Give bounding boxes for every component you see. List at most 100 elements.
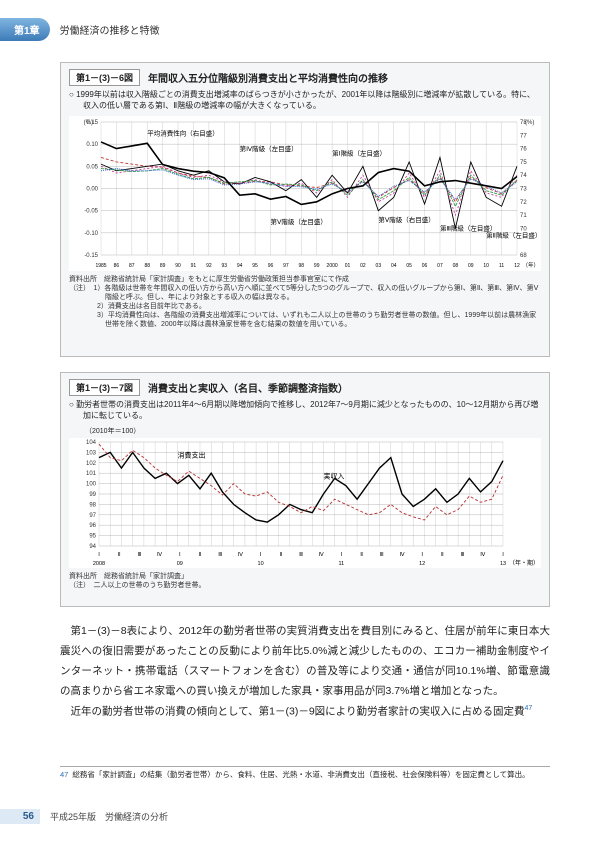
figure-note: 1999年以前は収入階級ごとの消費支出増減率のばらつきが小さかったが、2001年…: [83, 90, 541, 112]
svg-text:Ⅲ: Ⅲ: [218, 552, 222, 558]
svg-text:0.00: 0.00: [86, 186, 98, 192]
svg-text:71: 71: [520, 213, 527, 219]
svg-text:0.05: 0.05: [86, 164, 98, 170]
svg-text:（年）: （年）: [522, 261, 539, 269]
svg-text:07: 07: [437, 263, 443, 269]
svg-text:104: 104: [86, 440, 97, 446]
svg-text:第Ⅴ階級（左目盛）: 第Ⅴ階級（左目盛）: [270, 217, 326, 226]
svg-text:(%): (%): [525, 120, 534, 126]
svg-text:11: 11: [499, 263, 504, 269]
unit-label: （2010年＝100）: [85, 426, 541, 436]
svg-text:1985: 1985: [95, 263, 106, 269]
svg-text:98: 98: [89, 502, 96, 508]
svg-text:92: 92: [206, 263, 212, 269]
svg-text:Ⅳ: Ⅳ: [157, 552, 163, 558]
svg-text:（年・期）: （年・期）: [509, 559, 539, 567]
svg-text:Ⅳ: Ⅳ: [480, 552, 486, 558]
svg-text:88: 88: [144, 263, 150, 269]
svg-text:06: 06: [422, 263, 428, 269]
svg-text:87: 87: [129, 263, 135, 269]
svg-text:第Ⅳ階級（左目盛）: 第Ⅳ階級（左目盛）: [240, 143, 298, 152]
chart-1-footnotes: 資料出所 総務省統計局「家計調査」をもとに厚生労働省労働政策担当参事官室にて作成…: [69, 275, 541, 330]
svg-text:Ⅱ: Ⅱ: [118, 552, 121, 558]
svg-text:11: 11: [339, 561, 345, 567]
svg-text:97: 97: [283, 263, 289, 269]
svg-text:Ⅲ: Ⅲ: [461, 552, 465, 558]
svg-text:09: 09: [177, 561, 183, 567]
svg-text:第Ⅴ階級（右目盛）: 第Ⅴ階級（右目盛）: [378, 214, 434, 223]
figure-title: 消費支出と実収入（名目、季節調整済指数）: [148, 379, 348, 395]
svg-text:04: 04: [391, 263, 397, 269]
svg-text:12: 12: [419, 561, 425, 567]
svg-text:02: 02: [360, 263, 366, 269]
svg-text:Ⅰ: Ⅰ: [341, 552, 343, 558]
svg-text:01: 01: [345, 263, 351, 269]
svg-text:Ⅱ: Ⅱ: [441, 552, 444, 558]
svg-text:Ⅱ: Ⅱ: [199, 552, 202, 558]
svg-text:72: 72: [520, 199, 527, 205]
header-title: 労働経済の推移と特徴: [60, 22, 160, 37]
svg-text:-0.05: -0.05: [84, 208, 98, 214]
svg-text:10: 10: [483, 263, 489, 269]
svg-text:Ⅳ: Ⅳ: [238, 552, 244, 558]
svg-text:Ⅱ: Ⅱ: [360, 552, 363, 558]
svg-text:103: 103: [86, 450, 97, 456]
svg-text:08: 08: [453, 263, 459, 269]
svg-text:68: 68: [520, 253, 527, 259]
svg-text:03: 03: [376, 263, 382, 269]
svg-text:13: 13: [500, 561, 506, 567]
svg-text:09: 09: [468, 263, 474, 269]
svg-text:Ⅲ: Ⅲ: [138, 552, 142, 558]
svg-text:2008: 2008: [93, 561, 105, 567]
svg-text:77: 77: [520, 133, 527, 139]
figure-note: 勤労者世帯の消費支出は2011年4～6月期以降増加傾向で推移し、2012年7～9…: [83, 400, 541, 422]
svg-text:Ⅰ: Ⅰ: [98, 552, 100, 558]
svg-text:73: 73: [520, 186, 527, 192]
svg-text:74: 74: [520, 173, 527, 179]
svg-text:Ⅰ: Ⅰ: [502, 552, 504, 558]
svg-text:99: 99: [314, 263, 320, 269]
svg-text:89: 89: [160, 263, 166, 269]
svg-text:-0.10: -0.10: [84, 230, 98, 236]
page-footer: 56 平成25年版 労働経済の分析: [0, 809, 168, 824]
svg-text:Ⅳ: Ⅳ: [399, 552, 405, 558]
chart-2-plot: 949596979899100101102103104Ⅰ2008ⅡⅢⅣⅠ09ⅡⅢ…: [69, 438, 541, 568]
svg-text:(%): (%): [84, 120, 93, 126]
svg-text:97: 97: [89, 512, 96, 518]
page-footnote: 47総務省「家計調査」の結集（勤労者世帯）から、食料、住居、光熱・水道、非消費支…: [60, 766, 550, 781]
svg-text:91: 91: [191, 263, 197, 269]
figure-label: 第1－(3)－7図: [69, 379, 140, 396]
figure-1-3-6: 第1－(3)－6図 年間収入五分位階級別消費支出と平均消費性向の推移 1999年…: [60, 62, 550, 357]
svg-text:Ⅲ: Ⅲ: [380, 552, 384, 558]
svg-text:消費支出: 消費支出: [178, 450, 206, 459]
svg-text:90: 90: [175, 263, 181, 269]
page-header: 第1章 労働経済の推移と特徴: [0, 18, 160, 41]
svg-text:96: 96: [268, 263, 274, 269]
figure-title: 年間収入五分位階級別消費支出と平均消費性向の推移: [148, 69, 388, 85]
svg-text:平均消費性向（右目盛）: 平均消費性向（右目盛）: [147, 128, 219, 137]
svg-text:実収入: 実収入: [323, 471, 344, 480]
figure-label: 第1－(3)－6図: [69, 69, 140, 86]
svg-text:Ⅰ: Ⅰ: [421, 552, 423, 558]
svg-text:96: 96: [89, 523, 96, 529]
svg-text:10: 10: [258, 561, 264, 567]
svg-text:Ⅱ: Ⅱ: [279, 552, 282, 558]
svg-text:75: 75: [520, 159, 527, 165]
svg-text:76: 76: [520, 146, 527, 152]
svg-text:101: 101: [86, 471, 97, 477]
svg-text:0.10: 0.10: [86, 142, 98, 148]
svg-text:102: 102: [86, 460, 97, 466]
svg-text:95: 95: [89, 533, 96, 539]
svg-text:第Ⅱ階級（左目盛）: 第Ⅱ階級（左目盛）: [486, 230, 541, 239]
svg-text:94: 94: [237, 263, 243, 269]
page-number: 56: [0, 809, 40, 824]
svg-text:98: 98: [299, 263, 305, 269]
svg-text:Ⅰ: Ⅰ: [179, 552, 181, 558]
chapter-badge: 第1章: [0, 18, 50, 41]
svg-text:05: 05: [406, 263, 412, 269]
body-text: 第1－(3)－8表により、2012年の勤労者世帯の実質消費支出を費目別にみると、…: [60, 622, 550, 722]
svg-text:-0.15: -0.15: [84, 253, 98, 259]
chart-2-footnotes: 資料出所 総務省統計局「家計調査」 （注） 二人以上の世帯のうち勤労者世帯。: [69, 572, 541, 590]
svg-text:86: 86: [114, 263, 120, 269]
svg-text:100: 100: [86, 481, 97, 487]
